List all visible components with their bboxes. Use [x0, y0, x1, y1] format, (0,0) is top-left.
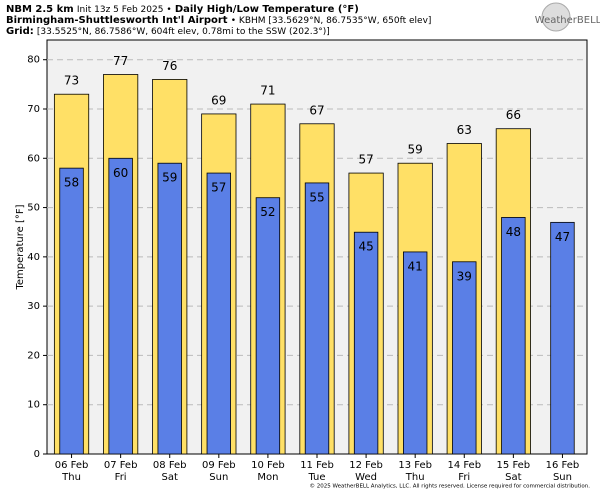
bar	[108, 157, 133, 455]
x-tick-sublabel: Fri	[458, 472, 470, 483]
value-label: 52	[260, 205, 275, 219]
bar	[255, 197, 281, 455]
subtitle-part: • KBHM [33.5629°N, 86.7535°W, 650ft elev…	[231, 16, 432, 26]
y-axis-label: Temperature [°F]	[15, 204, 26, 290]
x-tick-sublabel: Thu	[61, 472, 81, 483]
bar	[402, 251, 428, 455]
value-label: 41	[408, 259, 423, 273]
value-label: 67	[309, 103, 324, 117]
title-part: Daily High/Low Temperature (°F)	[175, 4, 359, 15]
x-tick-sublabel: Wed	[355, 472, 377, 483]
x-tick-sublabel: Sat	[505, 472, 521, 483]
footer: © 2025 WeatherBELL Analytics, LLC. All r…	[310, 483, 591, 490]
x-tick-sublabel: Sun	[553, 472, 572, 483]
y-tick-label: 40	[27, 252, 40, 263]
value-label: 57	[211, 181, 226, 195]
y-tick-label: 0	[34, 449, 40, 460]
bar	[304, 182, 330, 455]
bar	[550, 221, 575, 455]
chart-title: NBM 2.5 km Init 13z 5 Feb 2025 • Daily H…	[6, 4, 359, 15]
x-tick-sublabel: Sat	[162, 472, 178, 483]
value-label: 63	[457, 123, 472, 137]
value-label: 76	[162, 59, 177, 73]
value-label: 59	[408, 143, 423, 157]
value-label: 60	[113, 166, 128, 180]
bar	[452, 261, 477, 455]
title-part: NBM 2.5 km	[6, 4, 74, 15]
x-tick-sublabel: Sun	[209, 472, 228, 483]
subtitle-part: Birmingham-Shuttlesworth Int'l Airport	[6, 15, 228, 26]
value-label: 47	[555, 230, 570, 244]
value-label: 71	[260, 84, 275, 98]
x-tick-label: 09 Feb	[202, 460, 236, 471]
grid-info: Grid: [33.5525°N, 86.7586°W, 604ft elev,…	[6, 26, 330, 37]
bar	[501, 217, 526, 455]
x-tick-label: 15 Feb	[497, 460, 531, 471]
value-label: 73	[64, 74, 79, 88]
value-label: 45	[358, 240, 373, 254]
value-label: 39	[457, 269, 472, 283]
y-tick-label: 20	[27, 350, 40, 361]
x-tick-label: 06 Feb	[55, 460, 89, 471]
x-tick-label: 12 Feb	[349, 460, 383, 471]
logo-globe	[541, 2, 571, 32]
x-tick-sublabel: Fri	[115, 472, 127, 483]
y-tick-label: 60	[27, 153, 40, 164]
x-tick-label: 13 Feb	[398, 460, 432, 471]
bar	[59, 167, 84, 455]
y-tick-label: 10	[27, 400, 40, 411]
bar	[157, 162, 182, 455]
x-tick-label: 11 Feb	[300, 460, 334, 471]
value-label: 59	[162, 171, 177, 185]
grid-part: Grid:	[6, 26, 34, 37]
value-label: 77	[113, 54, 128, 68]
title-part: Init 13z 5 Feb 2025 •	[77, 5, 172, 15]
grid-part: [33.5525°N, 86.7586°W, 604ft elev, 0.78m…	[37, 27, 330, 37]
x-tick-label: 07 Feb	[104, 460, 138, 471]
value-label: 57	[358, 153, 373, 167]
bar	[206, 172, 231, 455]
value-label: 55	[309, 190, 324, 204]
x-tick-label: 16 Feb	[546, 460, 580, 471]
logo: WeatherBELL	[535, 15, 600, 26]
x-tick-sublabel: Mon	[257, 472, 278, 483]
value-label: 69	[211, 93, 226, 107]
y-tick-label: 50	[27, 203, 40, 214]
chart-subtitle: Birmingham-Shuttlesworth Int'l Airport •…	[6, 15, 431, 26]
value-label: 66	[506, 108, 521, 122]
y-tick-label: 80	[27, 55, 40, 66]
y-tick-label: 70	[27, 104, 40, 115]
x-tick-sublabel: Thu	[405, 472, 425, 483]
bar	[353, 231, 379, 455]
y-tick-label: 30	[27, 301, 40, 312]
value-label: 58	[64, 176, 79, 190]
x-tick-sublabel: Tue	[307, 472, 325, 483]
value-label: 48	[506, 225, 521, 239]
x-tick-label: 10 Feb	[251, 460, 285, 471]
x-tick-label: 08 Feb	[153, 460, 187, 471]
x-tick-label: 14 Feb	[447, 460, 481, 471]
